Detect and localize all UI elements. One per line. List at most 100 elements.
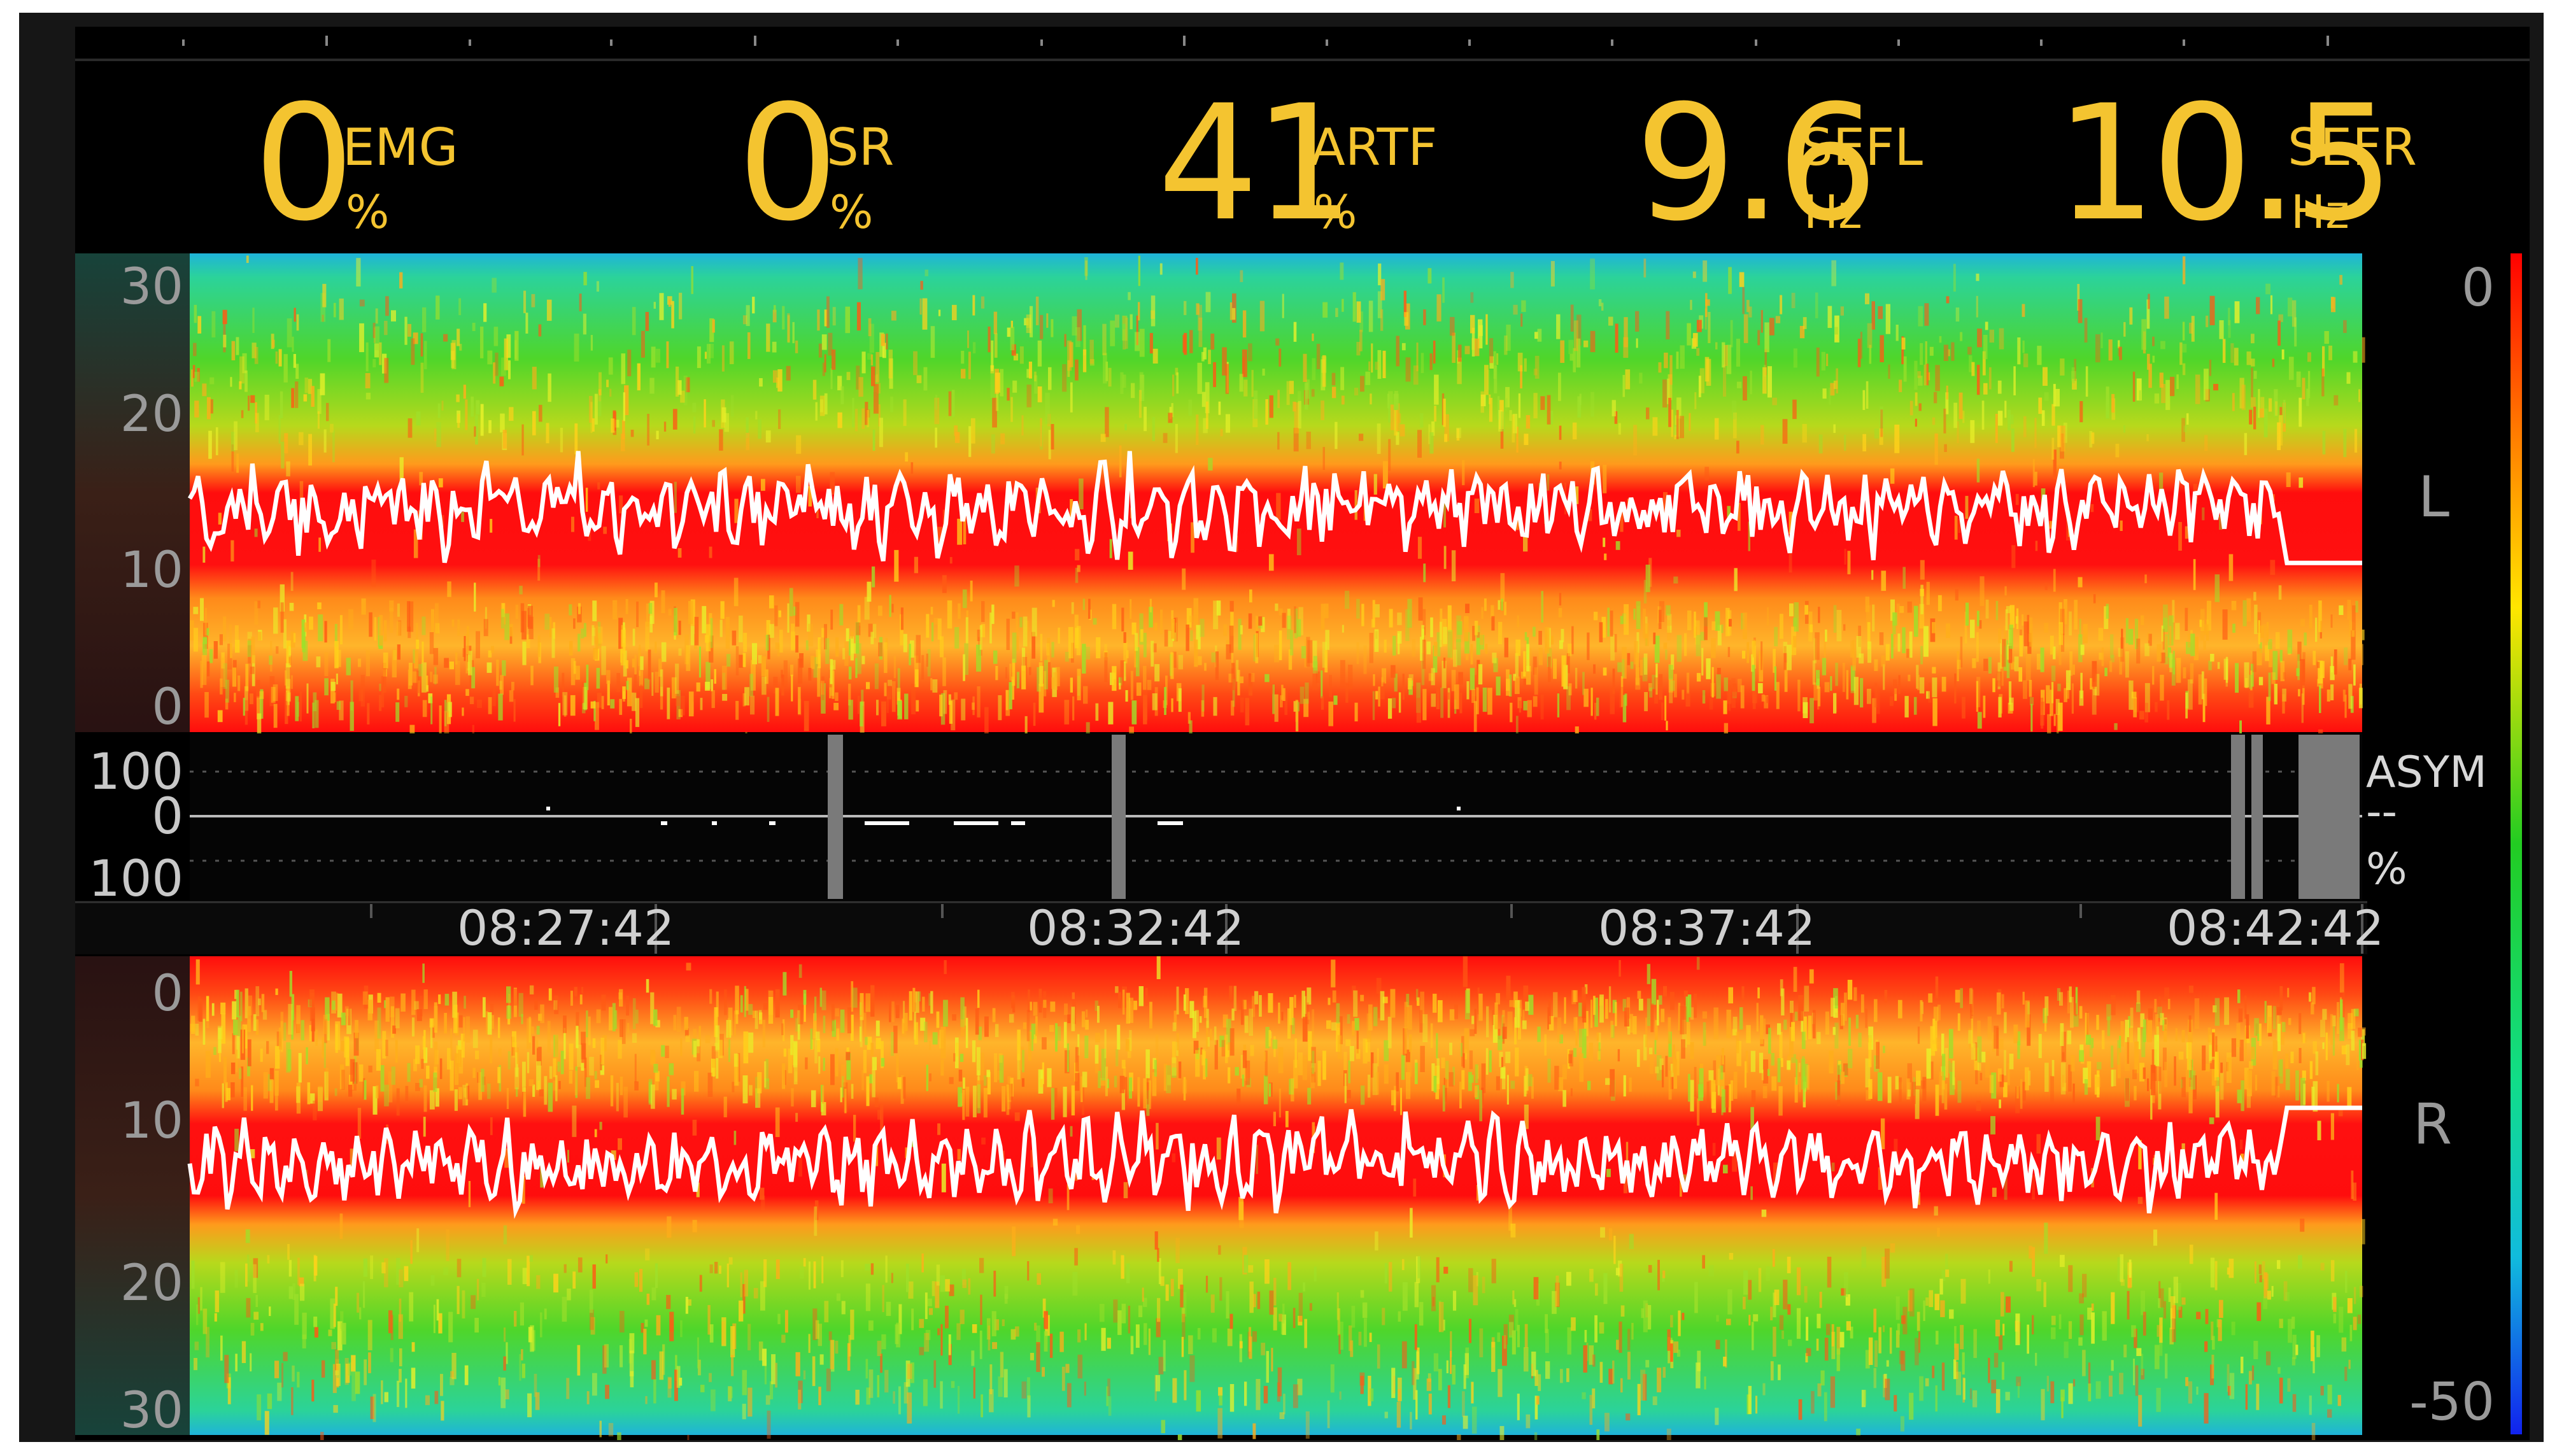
spectrogram-speck — [692, 1220, 697, 1233]
spectrogram-speck — [490, 1003, 494, 1021]
spectrogram-speck — [2313, 1081, 2318, 1112]
spectrogram-speck — [1238, 1000, 1242, 1010]
spectrogram-speck — [247, 995, 253, 1015]
spectrogram-speck — [1206, 1008, 1209, 1028]
spectrogram-speck — [2271, 672, 2276, 684]
spectrogram-speck — [1306, 637, 1310, 667]
spectrogram-speck — [2213, 1005, 2217, 1013]
spectrogram-speck — [625, 598, 628, 614]
spectrogram-speck — [591, 625, 595, 646]
spectrogram-speck — [1887, 1077, 1892, 1103]
spectrogram-speck — [1121, 607, 1124, 632]
spectrogram-speck — [1729, 619, 1732, 627]
spectrogram-speck — [1140, 390, 1143, 400]
spectrogram-speck — [2040, 647, 2044, 672]
spectrogram-speck — [1711, 1092, 1717, 1113]
spectrogram-speck — [2064, 599, 2067, 625]
spectrogram-speck — [1939, 336, 1942, 343]
spectrogram-speck — [2347, 1298, 2353, 1313]
spectrogram-speck — [372, 1394, 376, 1422]
spectrogram-speck — [2274, 1077, 2278, 1098]
spectrogram-speck — [1933, 1007, 1939, 1022]
spectrogram-speck — [778, 610, 781, 618]
spectrogram-speck — [2137, 1197, 2143, 1205]
spectrogram-speck — [795, 340, 798, 353]
spectrogram-speck — [1670, 1315, 1673, 1327]
spectrogram-speck — [1172, 374, 1175, 397]
spectrogram-speck — [450, 1028, 453, 1059]
spectrogram-speck — [2159, 472, 2164, 495]
spectrogram-speck — [992, 1008, 996, 1022]
spectrogram-speck — [2253, 591, 2256, 601]
spectrogram-speck — [339, 1213, 343, 1239]
spectrogram-speck — [1767, 366, 1772, 398]
spectrogram-speck — [1787, 1256, 1791, 1273]
spectrogram-speck — [1738, 502, 1741, 531]
left-spectrogram-texture — [190, 255, 2365, 753]
spectrogram-speck — [419, 1078, 423, 1087]
spectrogram-speck — [1803, 1063, 1808, 1088]
spectrogram-speck — [250, 1322, 255, 1336]
spectrogram-speck — [639, 670, 644, 686]
spectrogram-speck — [1934, 392, 1937, 404]
spectrogram-speck — [1925, 1378, 1929, 1387]
spectrogram-speck — [2215, 1085, 2220, 1118]
spectrogram-speck — [1040, 1078, 1043, 1087]
spectrogram-speck — [2242, 600, 2247, 626]
spectrogram-speck — [353, 1062, 358, 1084]
spectrogram-speck — [1287, 1262, 1291, 1290]
spectrogram-speck — [1071, 1007, 1075, 1031]
spectrogram-speck — [1208, 350, 1211, 364]
spectrogram-speck — [350, 702, 354, 731]
spectrogram-speck — [761, 656, 766, 677]
spectrogram-speck — [699, 1275, 702, 1292]
spectrogram-speck — [719, 429, 723, 451]
spectrogram-speck — [360, 675, 365, 707]
spectrogram-speck — [1896, 604, 1900, 630]
spectrogram-speck — [2295, 1345, 2298, 1355]
spectrogram-speck — [2110, 654, 2114, 663]
spectrogram-speck — [1704, 617, 1708, 640]
spectrogram-speck — [1493, 351, 1496, 379]
spectrogram-speck — [726, 1020, 732, 1038]
spectrogram-speck — [1944, 444, 1947, 452]
spectrogram-speck — [358, 658, 362, 667]
spectrogram-speck — [1906, 1078, 1910, 1099]
spectrogram-speck — [2165, 1354, 2168, 1379]
spectrogram-speck — [1531, 1352, 1536, 1376]
spectrogram-speck — [835, 637, 839, 657]
spectrogram-speck — [1201, 351, 1205, 362]
spectrogram-speck — [520, 603, 525, 633]
spectrogram-speck — [278, 415, 281, 444]
spectrogram-speck — [975, 1008, 979, 1035]
spectrogram-speck — [2102, 1030, 2105, 1050]
spectrogram-speck — [1205, 401, 1208, 429]
spectrogram-speck — [586, 1077, 590, 1099]
spectrogram-speck — [1431, 1285, 1436, 1311]
spectrogram-speck — [1740, 685, 1745, 709]
spectrogram-speck — [2093, 681, 2097, 695]
spectrogram-speck — [724, 413, 729, 432]
spectrogram-speck — [816, 507, 819, 518]
spectrogram-speck — [1667, 619, 1671, 640]
spectrogram-speck — [458, 1015, 463, 1028]
spectrogram-speck — [1502, 1026, 1507, 1039]
spectrogram-speck — [2296, 668, 2300, 676]
spectrogram-speck — [1752, 665, 1755, 691]
spectrogram-speck — [772, 370, 777, 383]
spectrogram-speck — [2034, 418, 2037, 448]
spectrogram-speck — [548, 1082, 553, 1112]
spectrogram-speck — [1197, 362, 1202, 394]
spectrogram-speck — [1764, 349, 1767, 376]
spectrogram-speck — [1659, 601, 1664, 622]
spectrogram-speck — [1917, 371, 1921, 378]
spectrogram-speck — [504, 1149, 509, 1168]
spectrogram-speck — [1433, 642, 1438, 656]
spectrogram-speck — [726, 654, 731, 667]
spectrogram-speck — [989, 1364, 993, 1394]
spectrogram-speck — [1285, 1111, 1289, 1127]
spectrogram-speck — [1816, 1338, 1819, 1351]
spectrogram-speck — [1895, 325, 1899, 341]
spectrogram-speck — [852, 987, 858, 1008]
spectrogram-speck — [281, 441, 285, 469]
